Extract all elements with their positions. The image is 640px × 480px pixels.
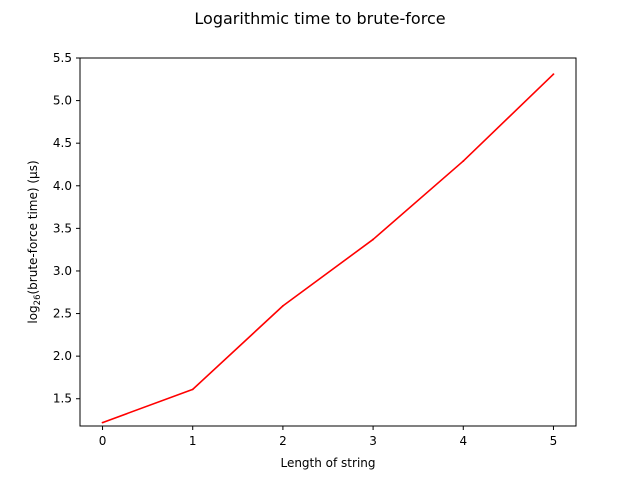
data-point: [282, 304, 284, 307]
y-axis-label: log26(brute-force time) (μs): [26, 160, 43, 323]
x-tick-label: 0: [99, 434, 107, 448]
x-tick-label: 5: [550, 434, 558, 448]
x-axis-label: Length of string: [280, 456, 375, 470]
x-axis: 0 1 2 3 4 5: [99, 426, 558, 448]
data-point: [191, 388, 194, 391]
series-line: [102, 73, 555, 424]
y-tick-label: 4.5: [53, 136, 72, 150]
y-tick-label: 2.0: [53, 349, 72, 363]
y-tick-label: 1.5: [53, 392, 72, 406]
y-axis-label-base: log: [26, 305, 40, 323]
y-axis: 1.5 2.0 2.5 3.0 3.5 4.0 4.5 5.0 5.5: [53, 51, 80, 406]
y-axis-label-rest: (brute-force time) (μs): [26, 160, 40, 294]
data-point: [552, 73, 555, 76]
data-point: [101, 421, 104, 424]
y-tick-label: 3.5: [53, 221, 72, 235]
x-tick-label: 1: [189, 434, 197, 448]
x-tick-label: 4: [459, 434, 467, 448]
data-point: [462, 160, 465, 162]
y-tick-label: 2.5: [53, 307, 72, 321]
chart-title: Logarithmic time to brute-force: [194, 9, 445, 28]
series-layer: [101, 73, 555, 424]
data-point: [372, 238, 374, 241]
y-tick-label: 5.5: [53, 51, 72, 65]
axes-frame: [79, 57, 577, 427]
x-tick-label: 3: [369, 434, 377, 448]
y-tick-label: 5.0: [53, 94, 72, 108]
y-tick-label: 4.0: [53, 179, 72, 193]
y-axis-label-subscript: 26: [33, 295, 43, 306]
plot-area: [79, 57, 577, 427]
y-tick-label: 3.0: [53, 264, 72, 278]
x-tick-label: 2: [279, 434, 287, 448]
